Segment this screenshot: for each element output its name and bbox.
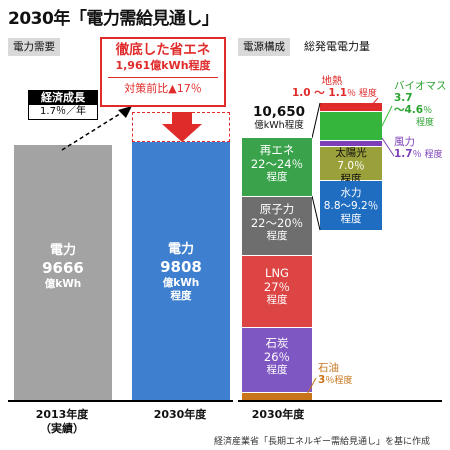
left-baseline <box>8 400 233 402</box>
x-label-2030-right: 2030年度 <box>251 408 305 421</box>
seg-nuclear-qual: 程度 <box>266 230 288 242</box>
wind-value: 1.7 <box>394 148 413 160</box>
biomass-value2: 〜4.6 <box>394 104 424 116</box>
seg-solar-name: 太陽光 <box>335 147 367 159</box>
seg-lng: LNG 27％ 程度 <box>242 256 312 327</box>
seg-lng-value: 27％ <box>263 280 291 294</box>
wind-unit: ％ 程度 <box>412 150 443 160</box>
seg-hydro-name: 水力 <box>340 187 362 199</box>
biomass-qual: 程度 <box>416 118 435 128</box>
geothermal-label: 地熱 1.0 〜 1.1％ 程度 <box>292 75 377 100</box>
x-label-2013-note: （実績） <box>40 422 84 435</box>
bar-2030: 電力 9808 億kWh 程度 <box>132 141 230 400</box>
seg-lng-qual: 程度 <box>266 294 288 306</box>
biomass-label: バイオマス 3.7 〜4.6％ 程度 <box>394 80 447 129</box>
wind-name: 風力 <box>394 136 415 148</box>
geothermal-unit: ％ 程度 <box>347 89 377 99</box>
callout-title: 徹底した省エネ <box>115 42 211 58</box>
wind-label: 風力 1.7％ 程度 <box>394 136 442 161</box>
mix-tag: 電源構成 <box>238 38 290 56</box>
renew-breakdown: 太陽光 7.0％ 程度 水力 8.8〜9.2％ 程度 <box>320 103 382 230</box>
seg-coal-name: 石炭 <box>265 336 289 350</box>
seg-renew-qual: 程度 <box>266 171 288 183</box>
seg-hydro: 水力 8.8〜9.2％ 程度 <box>320 181 382 230</box>
side-leaders <box>370 97 395 157</box>
x-label-2013: 2013年度 （実績） <box>10 408 114 436</box>
right-baseline <box>238 400 442 402</box>
bar-2030-label: 電力 9808 億kWh 程度 <box>132 242 230 303</box>
total-value: 10,650 <box>252 104 306 120</box>
seg-renew-value: 22〜24％ <box>250 157 304 171</box>
seg-coal-value: 26％ <box>263 350 291 364</box>
x-label-2013-year: 2013年度 <box>35 408 89 421</box>
bar-2030-qual: 程度 <box>170 289 192 302</box>
oil-value: 3 <box>318 374 326 386</box>
bar-2013-value: 9666 <box>42 259 84 278</box>
bar-2030-unit: 億kWh <box>162 276 200 289</box>
bar-2013-unit: 億kWh <box>44 278 82 291</box>
seg-wind <box>320 141 382 146</box>
demand-tag: 電力需要 <box>8 38 60 56</box>
savings-callout: 徹底した省エネ 1,961億kWh程度 対策前比▲17％ <box>100 37 226 107</box>
biomass-value: 3.7 <box>394 92 413 104</box>
oil-label: 石油 3％程度 <box>318 362 352 387</box>
mix-subtitle: 総発電電力量 <box>304 40 370 53</box>
x-label-2030-left: 2030年度 <box>153 408 207 421</box>
page-title: 2030年「電力需給見通し」 <box>8 9 219 29</box>
seg-nuclear-value: 22〜20％ <box>250 216 304 230</box>
oil-leader <box>305 377 317 397</box>
bar-2030-l1: 電力 <box>167 241 194 257</box>
callout-value: 1,961億kWh程度 <box>115 59 211 72</box>
bar-2013-l1: 電力 <box>49 243 76 259</box>
seg-hydro-value: 8.8〜9.2％ <box>323 200 379 212</box>
seg-coal: 石炭 26％ 程度 <box>242 328 312 392</box>
seg-hydro-qual: 程度 <box>340 213 362 225</box>
seg-nuclear: 原子力 22〜20％ 程度 <box>242 197 312 255</box>
geothermal-value: 1.0 〜 1.1 <box>292 87 348 99</box>
biomass-unit: ％ <box>423 106 433 116</box>
mix-stack: 再エネ 22〜24％ 程度 原子力 22〜20％ 程度 LNG 27％ 程度 石… <box>242 138 312 400</box>
bar-2013: 電力 9666 億kWh <box>14 145 112 400</box>
growth-arrow-icon <box>61 106 132 151</box>
down-arrow-icon <box>162 112 202 142</box>
seg-coal-qual: 程度 <box>266 364 288 376</box>
seg-nuclear-name: 原子力 <box>259 202 295 216</box>
total-unit: 億kWh程度 <box>254 120 304 131</box>
growth-rate: 1.7％／年 <box>28 105 98 120</box>
geothermal-name: 地熱 <box>321 75 343 87</box>
source-note: 経済産業省「長期エネルギー需給見通し」を基に作成 <box>214 437 431 447</box>
seg-renew-name: 再エネ <box>259 143 295 157</box>
growth-label: 経済成長 <box>28 90 98 105</box>
callout-divider <box>108 77 218 78</box>
seg-geothermal <box>320 103 382 111</box>
bar-2030-value: 9808 <box>160 257 202 276</box>
growth-box: 経済成長 1.7％／年 <box>28 90 98 120</box>
seg-lng-name: LNG <box>265 266 289 280</box>
callout-note: 対策前比▲17％ <box>124 82 202 95</box>
oil-name: 石油 <box>318 362 339 374</box>
breakdown-connector <box>312 102 321 231</box>
seg-renew: 再エネ 22〜24％ 程度 <box>242 138 312 196</box>
total-label: 10,650 億kWh程度 <box>244 104 314 132</box>
oil-unit: ％程度 <box>325 376 353 386</box>
seg-oil <box>242 393 312 400</box>
seg-solar-value: 7.0％ <box>337 160 365 172</box>
biomass-name: バイオマス <box>394 80 447 92</box>
bar-2013-label: 電力 9666 億kWh <box>14 243 112 291</box>
seg-biomass <box>320 112 382 140</box>
